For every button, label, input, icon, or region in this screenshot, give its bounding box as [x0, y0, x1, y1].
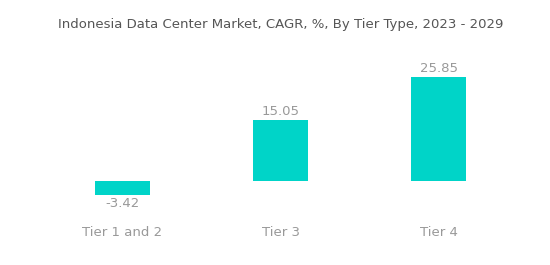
Bar	[253, 120, 308, 181]
Title: Indonesia Data Center Market, CAGR, %, By Tier Type, 2023 - 2029: Indonesia Data Center Market, CAGR, %, B…	[58, 18, 503, 31]
Bar	[95, 181, 150, 195]
Bar	[411, 77, 466, 181]
Text: 15.05: 15.05	[261, 105, 300, 118]
Text: -3.42: -3.42	[105, 197, 140, 210]
Text: 25.85: 25.85	[420, 61, 458, 74]
